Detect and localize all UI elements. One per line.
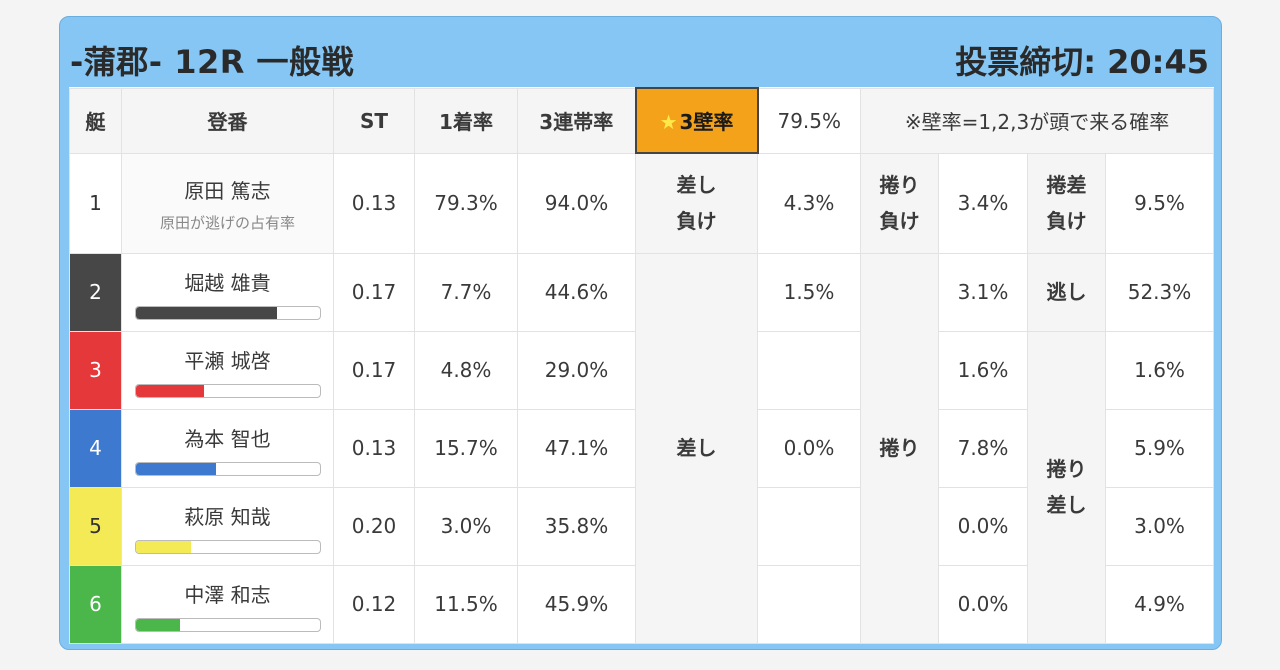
rate-bar <box>134 617 321 632</box>
rate-bar <box>134 539 321 554</box>
boat-number: 2 <box>69 252 122 332</box>
table-row: 6 中澤 和志 0.12 11.5% 45.9% 0.0% 4.9% <box>69 564 1215 644</box>
st-value: 0.13 <box>333 152 415 254</box>
outcome-value <box>757 330 861 410</box>
table-row: 1 原田 篤志 原田が逃げの占有率 0.13 79.3% 94.0% 差し 負け … <box>69 152 1215 254</box>
boat-number: 4 <box>69 408 122 488</box>
col-first-rate: 1着率 <box>414 87 518 154</box>
top3-rate-value: 35.8% <box>517 486 636 566</box>
race-table: 艇 登番 ST 1着率 3連帯率 ★ 3壁率 79.5% ※壁率=1,2,3が頭で… <box>69 87 1215 644</box>
race-panel: -蒲郡- 12R 一般戦 投票締切: 20:45 艇 登番 ST 1着率 3連帯… <box>59 16 1222 650</box>
nige-share-note: 原田が逃げの占有率 <box>159 214 295 232</box>
boat-number: 3 <box>69 330 122 410</box>
racer-cell: 原田 篤志 原田が逃げの占有率 <box>121 152 334 254</box>
racer-name: 堀越 雄貴 <box>184 270 271 295</box>
col-st: ST <box>333 87 415 154</box>
wall-rate-label: 3壁率 <box>679 110 734 134</box>
wall-rate-note: ※壁率=1,2,3が頭で来る確率 <box>859 87 1215 154</box>
st-value: 0.17 <box>333 252 415 332</box>
outcome-value: 1.6% <box>1104 330 1215 410</box>
first-rate-value: 4.8% <box>414 330 518 410</box>
top3-rate-value: 47.1% <box>517 408 636 488</box>
table-row: 5 萩原 知哉 0.20 3.0% 35.8% 0.0% 3.0% <box>69 486 1215 566</box>
rate-bar <box>134 461 321 476</box>
outcome-value: 4.9% <box>1104 564 1215 644</box>
table-row: 4 為本 智也 0.13 15.7% 47.1% 0.0% 7.8% 5.9% <box>69 408 1215 488</box>
outcome-value: 1.5% <box>757 252 861 332</box>
rate-bar-fill <box>135 540 191 553</box>
outcome-value <box>757 564 861 644</box>
wall-rate-value: 79.5% <box>757 87 861 154</box>
outcome-label: 捲り <box>860 252 939 644</box>
first-rate-value: 79.3% <box>414 152 518 254</box>
racer-name: 為本 智也 <box>184 426 271 451</box>
first-rate-value: 11.5% <box>414 564 518 644</box>
race-title: -蒲郡- 12R 一般戦 <box>70 43 355 81</box>
outcome-label: 捲り 差し <box>1027 330 1106 644</box>
outcome-value: 3.0% <box>1104 486 1215 566</box>
top3-rate-value: 44.6% <box>517 252 636 332</box>
rate-bar <box>134 383 321 398</box>
col-wall-rate: ★ 3壁率 <box>634 87 759 154</box>
st-value: 0.12 <box>333 564 415 644</box>
rate-bar-fill <box>135 306 278 319</box>
outcome-value: 3.4% <box>938 152 1028 254</box>
header-row: 艇 登番 ST 1着率 3連帯率 ★ 3壁率 79.5% ※壁率=1,2,3が頭で… <box>69 87 1215 154</box>
col-racer: 登番 <box>121 87 334 154</box>
outcome-value: 1.6% <box>938 330 1028 410</box>
st-value: 0.17 <box>333 330 415 410</box>
col-top3-rate: 3連帯率 <box>517 87 636 154</box>
racer-cell: 為本 智也 <box>121 408 334 488</box>
outcome-label: 差し <box>635 252 758 644</box>
star-icon: ★ <box>659 110 678 134</box>
racer-name: 中澤 和志 <box>184 582 271 607</box>
rate-bar-fill <box>135 618 180 631</box>
outcome-label: 捲差 負け <box>1027 152 1106 254</box>
racer-cell: 平瀬 城啓 <box>121 330 334 410</box>
outcome-label: 捲り 負け <box>860 152 939 254</box>
first-rate-value: 7.7% <box>414 252 518 332</box>
first-rate-value: 3.0% <box>414 486 518 566</box>
top3-rate-value: 29.0% <box>517 330 636 410</box>
outcome-value: 0.0% <box>938 564 1028 644</box>
outcome-value: 7.8% <box>938 408 1028 488</box>
racer-name: 平瀬 城啓 <box>184 348 271 373</box>
first-rate-value: 15.7% <box>414 408 518 488</box>
top3-rate-value: 45.9% <box>517 564 636 644</box>
rate-bar <box>134 305 321 320</box>
racer-cell: 萩原 知哉 <box>121 486 334 566</box>
boat-number: 6 <box>69 564 122 644</box>
outcome-value: 0.0% <box>757 408 861 488</box>
table-row: 2 堀越 雄貴 0.17 7.7% 44.6% 差し 1.5% 捲り 3.1% … <box>69 252 1215 644</box>
outcome-value: 0.0% <box>938 486 1028 566</box>
racer-cell: 堀越 雄貴 <box>121 252 334 332</box>
outcome-label: 差し 負け <box>635 152 758 254</box>
outcome-value: 3.1% <box>938 252 1028 332</box>
st-value: 0.20 <box>333 486 415 566</box>
racer-name: 萩原 知哉 <box>184 504 271 529</box>
outcome-label: 逃し <box>1027 252 1106 332</box>
rate-bar-fill <box>135 384 204 397</box>
racer-cell: 中澤 和志 <box>121 564 334 644</box>
top3-rate-value: 94.0% <box>517 152 636 254</box>
outcome-value <box>757 486 861 566</box>
racer-name: 原田 篤志 <box>184 179 271 203</box>
rate-bar-fill <box>135 462 217 475</box>
outcome-value: 4.3% <box>757 152 861 254</box>
deadline-text: 投票締切: 20:45 <box>955 43 1209 81</box>
col-boat: 艇 <box>69 87 122 154</box>
boat-number: 1 <box>69 152 122 254</box>
boat-number: 5 <box>69 486 122 566</box>
outcome-value: 52.3% <box>1104 252 1215 332</box>
st-value: 0.13 <box>333 408 415 488</box>
outcome-value: 5.9% <box>1104 408 1215 488</box>
outcome-value: 9.5% <box>1104 152 1215 254</box>
table-row: 3 平瀬 城啓 0.17 4.8% 29.0% 1.6% 捲り 差し 1.6% <box>69 330 1215 644</box>
